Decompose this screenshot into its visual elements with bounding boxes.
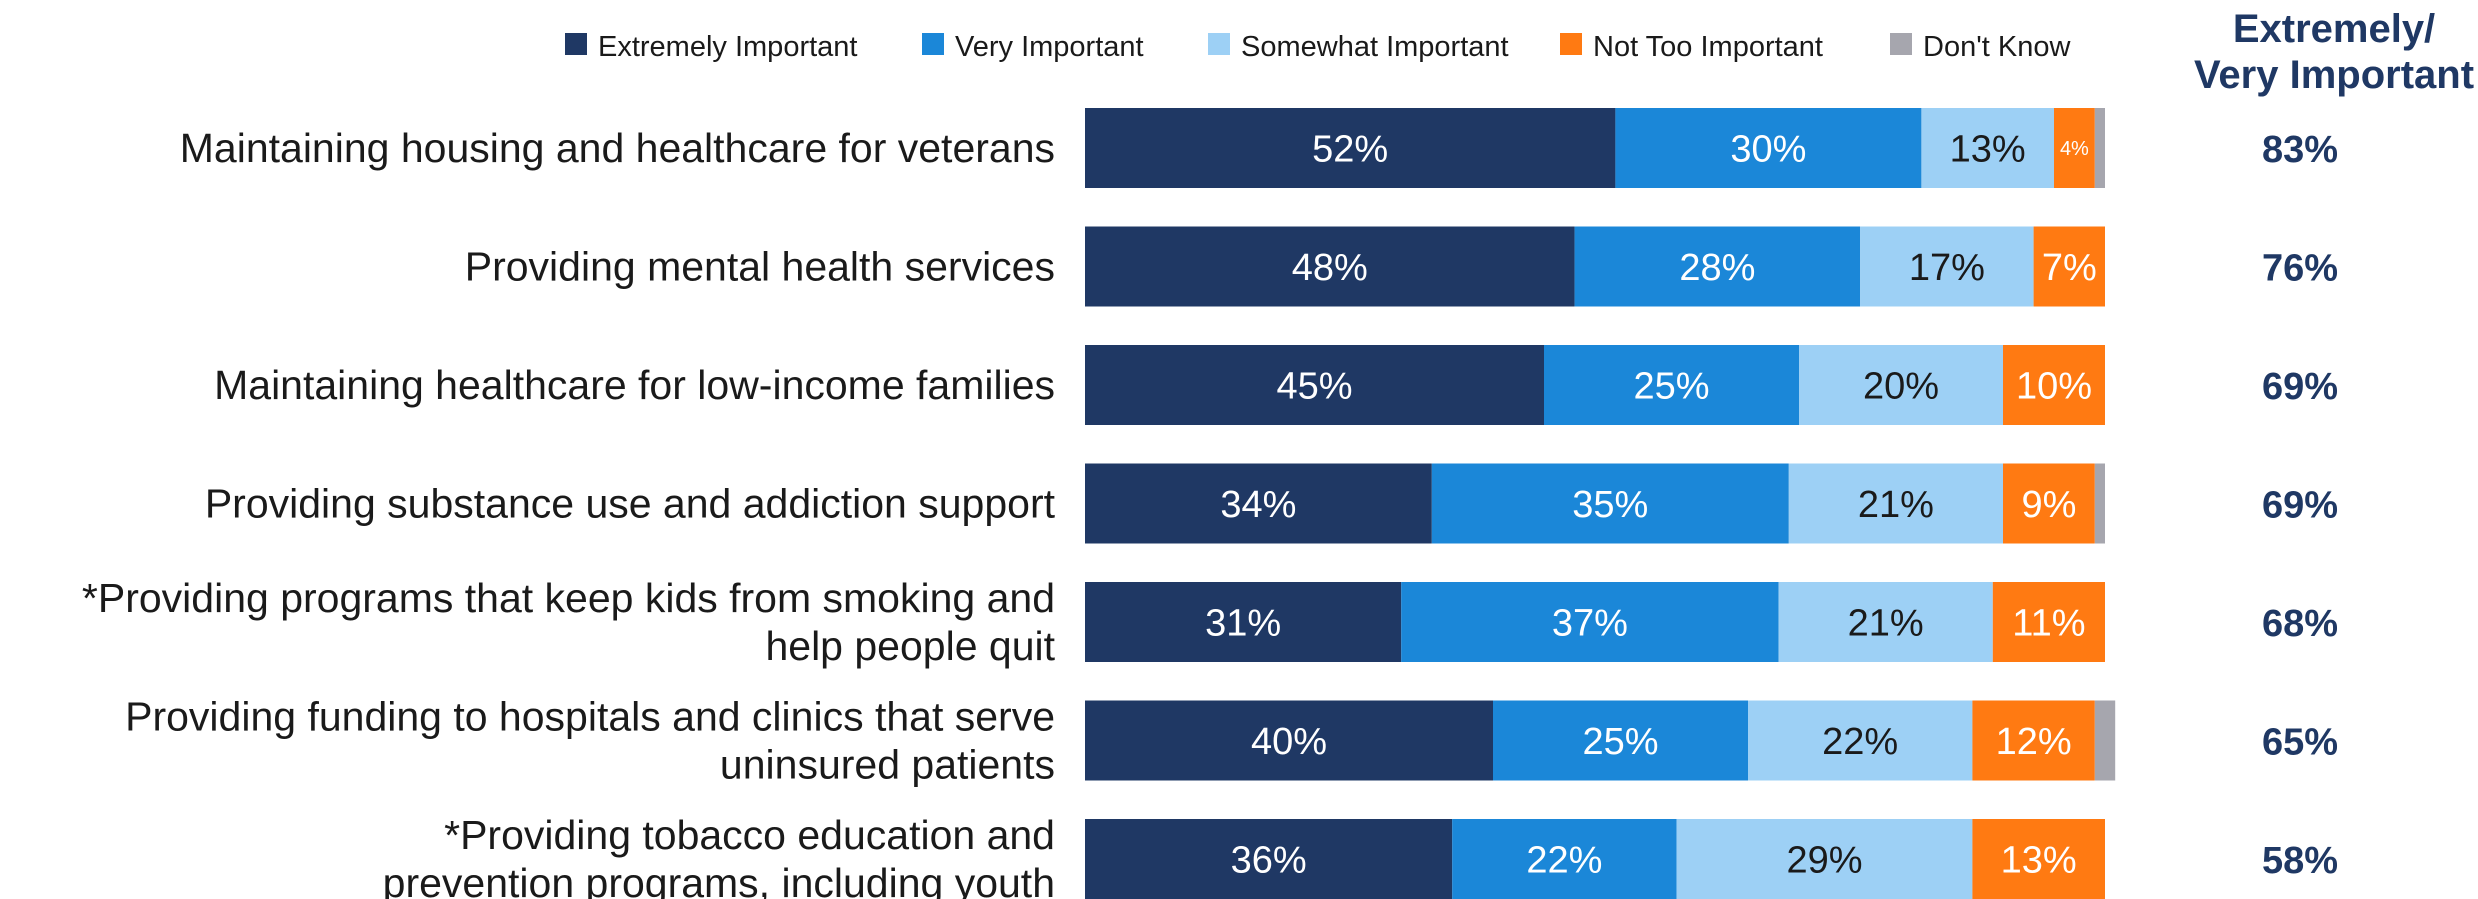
- data-label: 11%: [2012, 603, 2085, 645]
- data-label: 10%: [2016, 366, 2092, 408]
- bar-segment-somewhat-important: [1860, 226, 2034, 307]
- data-label: 40%: [1251, 721, 1327, 763]
- legend-swatch-don-t-know: [1890, 33, 1912, 55]
- category-label: *Providing programs that keep kids from …: [82, 575, 1055, 621]
- summary-column: 83% 76% 69% 69% 68% 65% 58%: [2262, 129, 2338, 882]
- bar-segment-not-too-important: [2033, 226, 2105, 307]
- bar-segment-extremely-important: [1085, 108, 1616, 188]
- bar-segment-not-too-important: [2003, 463, 2095, 544]
- bar-segment-not-too-important: [1972, 700, 2095, 781]
- data-label: 13%: [1950, 129, 2026, 171]
- bar-segment-very-important: [1431, 463, 1789, 544]
- bar-segment-very-important: [1493, 700, 1748, 781]
- bar-plot-area: 52% 30% 13% 4% 48% 28% 17% 7% 45% 25% 20% 10% 34% 35%…: [1085, 108, 2116, 899]
- summary-value: 69%: [2262, 366, 2338, 408]
- category-label: Providing substance use and addiction su…: [205, 481, 1056, 527]
- legend-label-somewhat-important: Somewhat Important: [1241, 31, 1509, 63]
- summary-value: 58%: [2262, 840, 2338, 882]
- bar-segment-very-important: [1452, 819, 1677, 899]
- data-label: 30%: [1730, 129, 1806, 171]
- bar-segment-extremely-important: [1085, 345, 1544, 425]
- summary-value: 83%: [2262, 129, 2338, 171]
- data-label: 48%: [1292, 247, 1368, 289]
- data-label: 9%: [2021, 484, 2076, 526]
- category-label: help people quit: [765, 623, 1055, 669]
- data-label: 17%: [1909, 247, 1985, 289]
- data-label: 25%: [1633, 366, 1709, 408]
- data-label: 21%: [1848, 603, 1924, 645]
- category-label: *Providing tobacco education and: [444, 812, 1055, 858]
- data-label: 22%: [1822, 721, 1898, 763]
- data-label: 36%: [1231, 840, 1307, 882]
- data-label: 45%: [1276, 366, 1352, 408]
- bar-segment-extremely-important: [1085, 700, 1493, 781]
- data-label: 37%: [1552, 603, 1628, 645]
- data-label: 13%: [2001, 840, 2077, 882]
- legend-swatch-very-important: [922, 33, 944, 55]
- legend-swatch-extremely-important: [565, 33, 587, 55]
- legend-label-not-too-important: Not Too Important: [1593, 31, 1823, 63]
- bar-segment-not-too-important: [2003, 345, 2105, 425]
- summary-value: 69%: [2262, 485, 2338, 527]
- legend-label-don-t-know: Don't Know: [1923, 31, 2071, 63]
- data-label: 20%: [1863, 366, 1939, 408]
- data-label: 4%: [2060, 138, 2089, 160]
- bar-segment-extremely-important: [1085, 582, 1402, 662]
- chart-legend: Extremely Important Very Important Somewha…: [565, 31, 2071, 63]
- bar-segment-somewhat-important: [1799, 345, 2003, 425]
- summary-header-line: Extremely/: [2233, 7, 2435, 51]
- bar-segment-very-important: [1574, 226, 1861, 307]
- category-label: Maintaining healthcare for low-income fa…: [214, 362, 1055, 408]
- data-label: 28%: [1679, 247, 1755, 289]
- bar-segment-not-too-important: [1992, 582, 2105, 662]
- data-label: 12%: [1996, 721, 2072, 763]
- data-label: 29%: [1786, 840, 1862, 882]
- legend-swatch-somewhat-important: [1208, 33, 1230, 55]
- summary-value: 68%: [2262, 603, 2338, 645]
- summary-header-line: Very Important: [2194, 53, 2474, 97]
- bar-segment-somewhat-important: [1778, 582, 1993, 662]
- data-label: 31%: [1205, 603, 1281, 645]
- data-label: 52%: [1312, 129, 1388, 171]
- data-label: 22%: [1526, 840, 1602, 882]
- category-label: prevention programs, including youth: [383, 860, 1055, 899]
- data-label: 34%: [1220, 484, 1296, 526]
- bar-segment-don-t-know: [2094, 463, 2105, 544]
- category-label: uninsured patients: [720, 742, 1055, 788]
- category-label: Maintaining housing and healthcare for v…: [180, 125, 1055, 171]
- category-labels: Maintaining housing and healthcare for v…: [82, 125, 1056, 899]
- data-label: 21%: [1858, 484, 1934, 526]
- bar-segment-don-t-know: [2094, 700, 2116, 781]
- bar-segment-extremely-important: [1085, 819, 1453, 899]
- legend-label-extremely-important: Extremely Important: [598, 31, 857, 63]
- bar-segment-very-important: [1615, 108, 1922, 188]
- legend-swatch-not-too-important: [1560, 33, 1582, 55]
- summary-value: 65%: [2262, 722, 2338, 764]
- data-label: 25%: [1582, 721, 1658, 763]
- bar-segment-somewhat-important: [1748, 700, 1973, 781]
- bar-segment-somewhat-important: [1676, 819, 1973, 899]
- category-label: Providing mental health services: [465, 244, 1055, 290]
- bar-segment-very-important: [1544, 345, 1799, 425]
- bar-segment-somewhat-important: [1921, 108, 2054, 188]
- summary-column-header: Extremely/Very Important: [2194, 7, 2474, 97]
- bar-segment-very-important: [1401, 582, 1779, 662]
- bar-segment-somewhat-important: [1788, 463, 2003, 544]
- bar-segment-not-too-important: [1972, 819, 2105, 899]
- bar-segment-not-too-important: [2054, 108, 2095, 188]
- data-label: 35%: [1572, 484, 1648, 526]
- data-label: 7%: [2042, 247, 2097, 289]
- bar-segment-extremely-important: [1085, 226, 1575, 307]
- summary-value: 76%: [2262, 248, 2338, 290]
- legend-label-very-important: Very Important: [955, 31, 1144, 63]
- bar-segment-extremely-important: [1085, 463, 1432, 544]
- bar-segment-don-t-know: [2094, 108, 2105, 188]
- category-label: Providing funding to hospitals and clini…: [125, 694, 1055, 740]
